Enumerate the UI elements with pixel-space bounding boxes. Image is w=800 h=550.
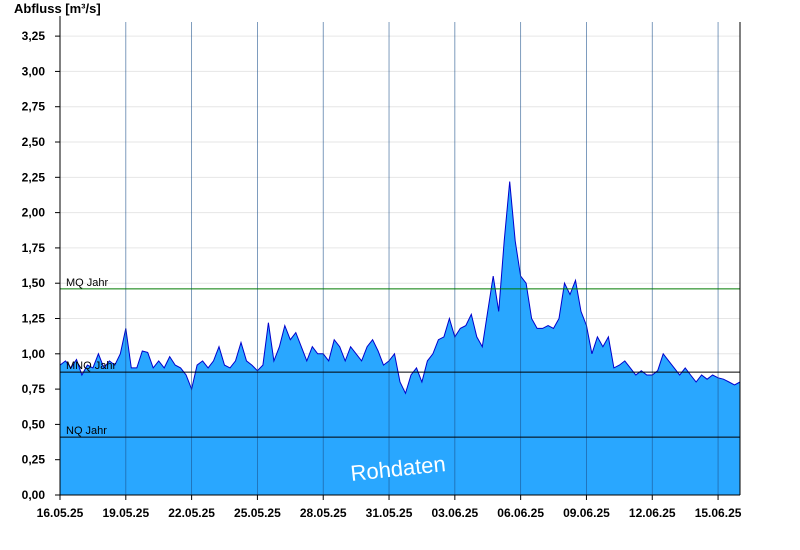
axes	[59, 16, 741, 496]
y-tick-label: 1,00	[22, 347, 46, 361]
y-tick-label: 0,50	[22, 417, 46, 431]
y-tick-labels: 0,00 0,25 0,50 0,75 1,00 1,25 1,50 1,75 2,00 2,25…	[22, 29, 46, 502]
y-tick-label: 3,00	[22, 64, 46, 78]
y-tick-label: 2,75	[22, 100, 46, 114]
y-tick-label: 3,25	[22, 29, 46, 43]
x-tick-label: 28.05.25	[300, 506, 347, 520]
y-tick-label: 2,25	[22, 170, 46, 184]
discharge-area	[60, 181, 740, 495]
x-tick-label: 03.06.25	[431, 506, 478, 520]
y-tick-label: 0,75	[22, 382, 46, 396]
x-tick-labels: 16.05.25 19.05.25 22.05.25 25.05.25 28.05.25…	[37, 506, 742, 520]
x-tick-label: 16.05.25	[37, 506, 84, 520]
x-tick-label: 12.06.25	[629, 506, 676, 520]
discharge-line	[59, 181, 741, 395]
x-tick-label: 19.05.25	[102, 506, 149, 520]
y-tick-label: 0,25	[22, 453, 46, 467]
x-tick-label: 31.05.25	[366, 506, 413, 520]
reference-line-label: NQ Jahr	[66, 425, 107, 437]
y-tick-label: 1,75	[22, 241, 46, 255]
y-tick-label: 1,25	[22, 312, 46, 326]
y-axis-label: Abfluss [m³/s]	[14, 1, 101, 16]
reference-lines: MQ Jahr MNQ Jahr NQ Jahr	[60, 277, 740, 438]
y-tick-label: 0,00	[22, 488, 46, 502]
x-tick-label: 06.06.25	[497, 506, 544, 520]
reference-line-label: MQ Jahr	[66, 277, 109, 289]
x-tick-label: 09.06.25	[563, 506, 610, 520]
x-tick-label: 22.05.25	[168, 506, 215, 520]
y-tick-label: 2,50	[22, 135, 46, 149]
x-tick-label: 15.06.25	[695, 506, 742, 520]
reference-line-label: MNQ Jahr	[66, 360, 116, 372]
y-tick-label: 2,00	[22, 206, 46, 220]
y-tick-label: 1,50	[22, 276, 46, 290]
x-tick-label: 25.05.25	[234, 506, 281, 520]
